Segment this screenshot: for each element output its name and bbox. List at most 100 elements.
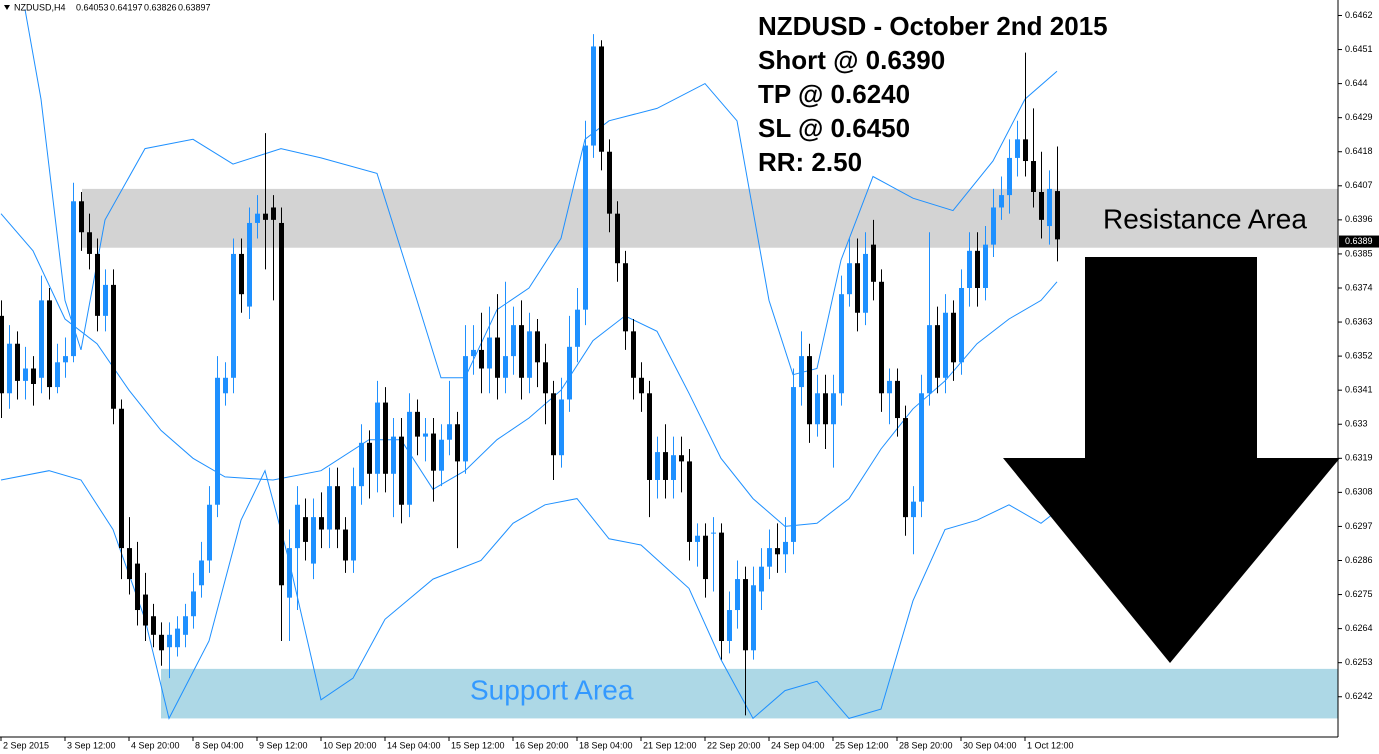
candle-body [247,222,252,307]
y-tick-label: 0.6275 [1345,589,1373,599]
candle-body [487,337,492,369]
candle-body [255,213,260,223]
candle-body [511,325,516,357]
y-tick-label: 0.6286 [1345,555,1373,565]
candle-body [463,356,468,462]
candle-body [783,541,788,555]
candle-body [759,566,764,592]
x-tick-label: 1 Oct 12:00 [1027,740,1074,750]
candle-body [231,253,236,378]
candle-body [15,343,20,381]
candle-body [855,263,860,313]
candle-body [63,356,68,363]
candle-body [135,563,140,611]
candle-body [1047,188,1052,227]
x-tick-label: 21 Sep 12:00 [643,740,697,750]
candle-body [695,535,700,542]
candle-body [479,349,484,369]
candle-body [55,362,60,388]
candle-body [687,461,692,542]
candle-body [1015,139,1020,158]
x-tick-label: 14 Sep 04:00 [387,740,441,750]
y-tick-label: 0.6242 [1345,691,1373,701]
candle-body [335,486,340,530]
y-tick-label: 0.633 [1345,419,1368,429]
candle-body [391,436,396,474]
candle-body [975,250,980,288]
support-label: Support Area [470,674,634,705]
candle-body [415,411,420,437]
candle-body [503,356,508,378]
candle-body [903,418,908,518]
x-tick-label: 3 Sep 12:00 [67,740,116,750]
y-tick-label: 0.6308 [1345,487,1373,497]
candle-body [639,377,644,394]
annotation: Short @ 0.6390 [758,45,945,75]
candle-body [775,548,780,555]
candle-body [207,504,212,561]
candle-body [31,368,36,384]
header-triangle [4,5,10,10]
candle-body [799,356,804,388]
candle-body [351,486,356,561]
candle-body [471,349,476,357]
header-value: 0.63897 [178,2,211,12]
y-tick-label: 0.6253 [1345,657,1373,667]
candle-body [439,439,444,471]
candle-body [519,325,524,378]
candle-body [303,517,308,542]
candle-body [727,610,732,642]
candle-body [679,455,684,462]
candle-body [655,452,660,480]
x-tick-label: 30 Sep 04:00 [963,740,1017,750]
y-tick-label: 0.6418 [1345,146,1373,156]
down-arrow [1003,257,1340,663]
resistance-label: Resistance Area [1103,203,1307,234]
overlay: NZDUSD - October 2nd 2015 Short @ 0.6390… [4,2,1340,705]
x-tick-label: 8 Sep 04:00 [195,740,244,750]
candle-body [271,207,276,220]
y-tick-label: 0.6374 [1345,282,1373,292]
y-tick-label: 0.6341 [1345,385,1373,395]
candle-body [871,244,876,282]
candle-body [991,207,996,245]
candle-body [967,250,972,288]
candle-body [591,46,596,146]
y-tick-label: 0.6462 [1345,10,1373,20]
candle-body [631,331,636,378]
x-tick-label: 10 Sep 20:00 [323,740,377,750]
y-tick-label: 0.6407 [1345,180,1373,190]
candle-body [151,616,156,635]
candle-body [199,560,204,586]
candle-body [383,402,388,474]
y-tick-label: 0.6352 [1345,350,1373,360]
x-tick-label: 2 Sep 2015 [3,740,49,750]
annotation: RR: 2.50 [758,147,862,177]
candle-body [551,393,556,456]
candle-body [711,532,716,534]
annotation: SL @ 0.6450 [758,113,910,143]
candle-body [287,548,292,598]
candle-body [1039,191,1044,220]
candle-body [119,408,124,549]
candle-body [767,548,772,567]
x-tick-label: 9 Sep 12:00 [259,740,308,750]
y-tick-label: 0.6319 [1345,453,1373,463]
candle-body [983,244,988,288]
x-tick-label: 24 Sep 04:00 [771,740,825,750]
candle-body [159,634,164,651]
candle-body [911,501,916,518]
candle-body [183,616,188,635]
candles [0,34,1060,716]
candle-body [847,263,852,295]
candle-body [927,325,932,394]
candle-body [295,504,300,549]
candle-body [319,517,324,530]
y-tick-label: 0.6297 [1345,521,1373,531]
candle-body [535,331,540,363]
candle-body [223,377,228,394]
candle-body [935,325,940,378]
x-tick-label: 28 Sep 20:00 [899,740,953,750]
